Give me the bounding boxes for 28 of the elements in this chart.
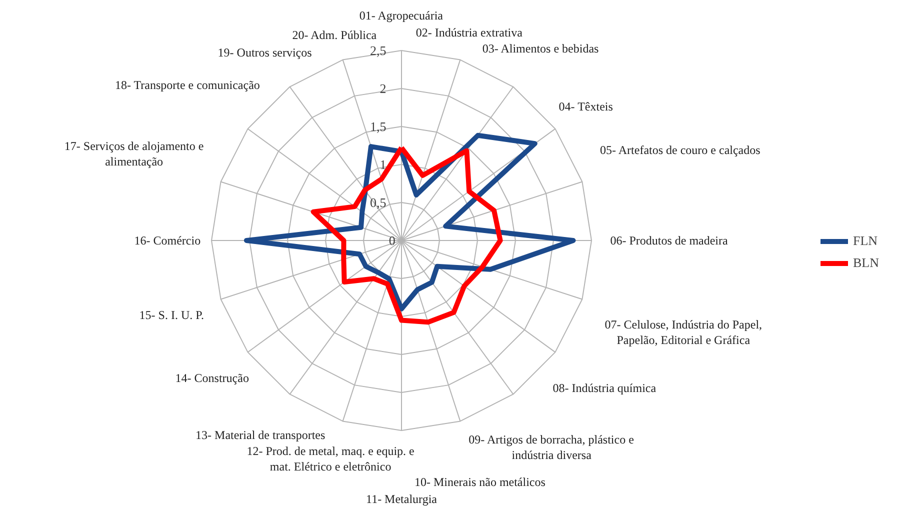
y-tick-label: 2,5 [370,43,386,58]
y-tick-label: 0 [388,233,396,248]
spoke-label: 16- Comércio [134,234,201,248]
spoke-label: 17- Serviços de alojamento e alimentação [64,138,204,168]
y-tick-label: 0,5 [370,195,386,210]
spoke-label: 12- Prod. de metal, maq. e equip. e mat. Elétrico e eletrônico [246,444,414,474]
spoke-label: 07- Celulose, Indústria do Papel, Papelão, Editorial e Gráfica [604,317,762,347]
spoke-label: 13- Material de transportes [196,428,326,442]
spoke-label: 18- Transporte e comunicação [114,78,260,92]
spoke-label: 02- Indústria extrativa [416,25,524,40]
spoke-label: 03- Alimentos e bebidas [482,42,600,56]
y-tick-label: 1,5 [370,119,386,134]
legend-label: BLN [853,255,879,271]
spoke-label: 05- Artefatos de couro e calçados [600,142,761,157]
spoke-label: 04- Têxteis [558,99,614,114]
spoke-label: 09- Artigos de borracha, plástico e indústria diversa [468,432,634,462]
spoke-label: 14- Construção [175,371,249,386]
spoke-label: 01- Agropecuária [359,8,444,23]
spoke-label: 11- Metalurgia [366,492,438,506]
y-tick-label: 2 [380,81,386,96]
spoke-label: 19- Outros serviços [218,45,312,60]
spoke-label: 08- Indústria química [552,380,657,395]
spoke-label: 15- S. I. U. P. [139,308,204,322]
y-tick-label: 1 [380,157,386,172]
spoke-label: 06- Produtos de madeira [610,234,729,248]
legend-label: FLN [853,233,878,249]
spoke-label: 10- Minerais não metálicos [414,474,546,489]
spoke-label: 20- Adm. Pública [292,28,378,42]
